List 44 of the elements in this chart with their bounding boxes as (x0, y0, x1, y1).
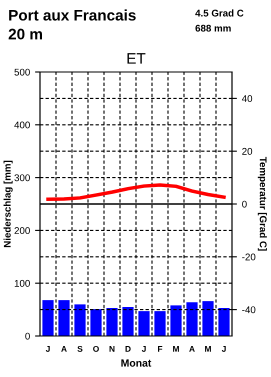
x-tick-label: N (110, 346, 114, 352)
y-tick-label: 0 (25, 332, 30, 340)
y-tick-label: 500 (14, 68, 30, 76)
text: 4.5 Grad C (195, 9, 244, 17)
bar (90, 309, 102, 336)
x-tick-label: J (46, 346, 50, 352)
text: Port aux Francais (9, 9, 136, 21)
y-axis-title: Niederschlag [mm] (4, 160, 13, 248)
x-tick-label: J (222, 346, 226, 352)
y2-tick-label: -20 (242, 254, 256, 260)
y2-tick-label: 0 (242, 200, 247, 208)
bar (106, 308, 118, 336)
line-series (46, 183, 226, 201)
bar (58, 300, 70, 336)
y2-tick-label: 40 (242, 95, 252, 102)
chart-title: ET (127, 53, 146, 64)
x-tick-label: M (205, 346, 211, 352)
bar (154, 311, 166, 336)
bar (218, 308, 230, 336)
bar (202, 301, 214, 336)
y-tick-label: 200 (14, 227, 30, 234)
bar (186, 302, 198, 336)
x-tick-label: D (126, 346, 131, 352)
x-tick-label: S (77, 346, 82, 352)
y-tick-label: 100 (14, 280, 30, 287)
bar (74, 304, 86, 336)
x-tick-label: A (61, 346, 67, 352)
y2-tick-label: 20 (242, 148, 252, 155)
y-tick-label: 300 (14, 174, 30, 182)
y2-tick-label: -40 (242, 306, 256, 314)
x-tick-label: J (142, 346, 146, 352)
y-tick-label: 400 (14, 122, 30, 128)
text: 20 m (8, 28, 42, 40)
x-tick-label: A (189, 346, 195, 352)
x-tick-label: M (173, 346, 179, 352)
x-axis-title: Monat (121, 359, 152, 367)
bar (170, 305, 182, 336)
x-tick-label: F (158, 346, 162, 352)
text: 688 mm (195, 24, 231, 32)
x-tick-label: O (93, 346, 99, 352)
bar (138, 311, 150, 336)
bar (42, 300, 54, 336)
bar (122, 306, 134, 336)
y2-axis-title: Temperatur [Grad C] (258, 156, 267, 251)
